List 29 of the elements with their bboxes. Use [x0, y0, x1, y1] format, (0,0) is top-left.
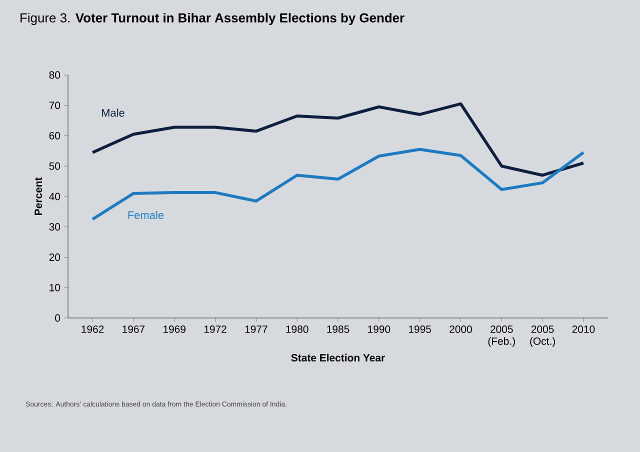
y-tick-label: 30 [49, 223, 60, 231]
x-tick-label: 1962 [82, 326, 104, 333]
y-tick-label: 0 [55, 314, 60, 322]
x-tick-label: 1995 [408, 326, 432, 333]
line-series [91, 148, 585, 221]
x-tick-label: 2000 [450, 326, 472, 333]
y-tick-label: 60 [49, 132, 60, 140]
x-tick-label: 1972 [204, 326, 226, 333]
series-label: Female [128, 210, 164, 220]
y-tick-label: 40 [49, 192, 60, 200]
y-tick-label: 20 [49, 254, 60, 261]
x-tick-label: 1977 [245, 326, 268, 333]
x-tick-label: 2005 (Feb.) [488, 326, 515, 347]
x-tick-label: 2005 (Oct.) [530, 326, 555, 347]
x-tick-label: 1985 [327, 326, 350, 333]
x-tick-label: 1980 [286, 326, 308, 333]
x-tick-label: 1967 [122, 326, 145, 333]
series-label: Male [102, 108, 124, 117]
y-tick-label: 10 [50, 284, 60, 292]
x-tick-label: 2010 [572, 326, 595, 333]
x-tick-label: 1990 [368, 326, 390, 333]
y-axis-title: Percent [34, 177, 42, 215]
x-axis-title: State Election Year [291, 354, 385, 362]
line-series [91, 102, 585, 177]
x-tick-label: 1969 [164, 326, 186, 333]
y-tick-label: 70 [49, 102, 60, 110]
y-tick-label: 80 [49, 71, 60, 79]
y-tick-label: 50 [49, 162, 60, 170]
chart-title: Figure 3. Voter Turnout in Bihar Assembly Elections by Gender [20, 12, 404, 26]
